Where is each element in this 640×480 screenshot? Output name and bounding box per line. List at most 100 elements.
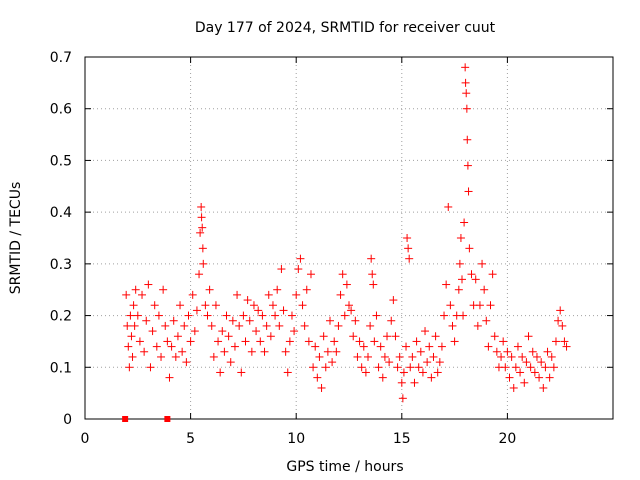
data-point	[547, 352, 556, 361]
data-point	[551, 337, 560, 346]
data-point	[340, 311, 349, 320]
data-point	[148, 327, 157, 336]
data-point	[398, 394, 407, 403]
data-point	[416, 347, 425, 356]
data-point	[258, 311, 267, 320]
data-point	[131, 285, 140, 294]
data-point	[467, 270, 476, 279]
data-point	[142, 316, 151, 325]
data-point	[195, 270, 204, 279]
data-point	[442, 280, 451, 289]
data-point	[511, 363, 520, 372]
data-point	[144, 280, 153, 289]
data-point	[332, 347, 341, 356]
data-point	[385, 358, 394, 367]
data-point	[224, 332, 233, 341]
data-point	[399, 368, 408, 377]
data-point	[169, 316, 178, 325]
data-point	[418, 368, 427, 377]
data-point	[486, 301, 495, 310]
y-tick-label: 0.7	[50, 50, 72, 66]
data-point	[480, 285, 489, 294]
data-point	[127, 332, 136, 341]
data-point	[283, 368, 292, 377]
data-point	[349, 332, 358, 341]
data-point	[328, 358, 337, 367]
data-point	[541, 363, 550, 372]
data-point	[560, 337, 569, 346]
zero-marker	[122, 416, 129, 422]
data-point	[241, 337, 250, 346]
data-point	[524, 332, 533, 341]
data-point	[260, 347, 269, 356]
data-point	[222, 311, 231, 320]
data-point	[123, 321, 132, 330]
data-point	[304, 337, 313, 346]
y-tick-label: 0.4	[50, 205, 72, 221]
data-point	[228, 316, 237, 325]
data-point	[138, 290, 147, 299]
data-point	[516, 368, 525, 377]
data-point	[209, 352, 218, 361]
data-point	[539, 383, 548, 392]
data-point	[369, 280, 378, 289]
data-point	[252, 327, 261, 336]
data-point	[271, 311, 280, 320]
data-point	[140, 347, 149, 356]
data-point	[347, 306, 356, 315]
x-tick-label: 15	[393, 431, 411, 447]
data-point	[281, 347, 290, 356]
data-point	[226, 358, 235, 367]
data-point	[247, 347, 256, 356]
data-point	[518, 352, 527, 361]
data-point	[235, 321, 244, 330]
data-point	[509, 383, 518, 392]
data-point	[218, 327, 227, 336]
data-point	[152, 342, 161, 351]
data-point	[513, 342, 522, 351]
data-point	[437, 342, 446, 351]
data-point	[393, 363, 402, 372]
data-point	[146, 363, 155, 372]
data-point	[216, 368, 225, 377]
data-point	[353, 352, 362, 361]
data-point	[262, 321, 271, 330]
data-point	[266, 332, 275, 341]
data-point	[197, 202, 206, 211]
data-point	[154, 311, 163, 320]
data-point	[268, 301, 277, 310]
x-tick-label: 5	[186, 431, 195, 447]
data-point	[334, 321, 343, 330]
data-point	[256, 337, 265, 346]
data-point	[389, 296, 398, 305]
data-point	[130, 321, 139, 330]
data-point	[554, 316, 563, 325]
data-point	[178, 347, 187, 356]
chart-title: Day 177 of 2024, SRMTID for receiver cuu…	[195, 20, 496, 36]
axis-ticks: 0 0.1 0.2 0.3 0.4 0.5 0.6 0.7 0 5 10 15 20	[50, 50, 613, 447]
x-tick-label: 0	[81, 431, 90, 447]
data-point	[294, 265, 303, 274]
data-point	[279, 306, 288, 315]
data-point	[461, 78, 470, 87]
data-point	[190, 327, 199, 336]
data-point	[214, 337, 223, 346]
data-point	[125, 363, 134, 372]
data-point	[427, 373, 436, 382]
data-point	[319, 332, 328, 341]
data-point	[450, 337, 459, 346]
data-point	[205, 285, 214, 294]
data-point	[562, 342, 571, 351]
data-point	[290, 327, 299, 336]
data-point	[501, 363, 510, 372]
data-point	[497, 352, 506, 361]
data-point	[180, 321, 189, 330]
data-point	[505, 373, 514, 382]
data-point	[526, 363, 535, 372]
data-point	[462, 89, 471, 98]
data-point	[359, 342, 368, 351]
data-point	[462, 104, 471, 113]
y-axis-label: SRMTID / TECUs	[8, 182, 24, 295]
data-point	[431, 332, 440, 341]
